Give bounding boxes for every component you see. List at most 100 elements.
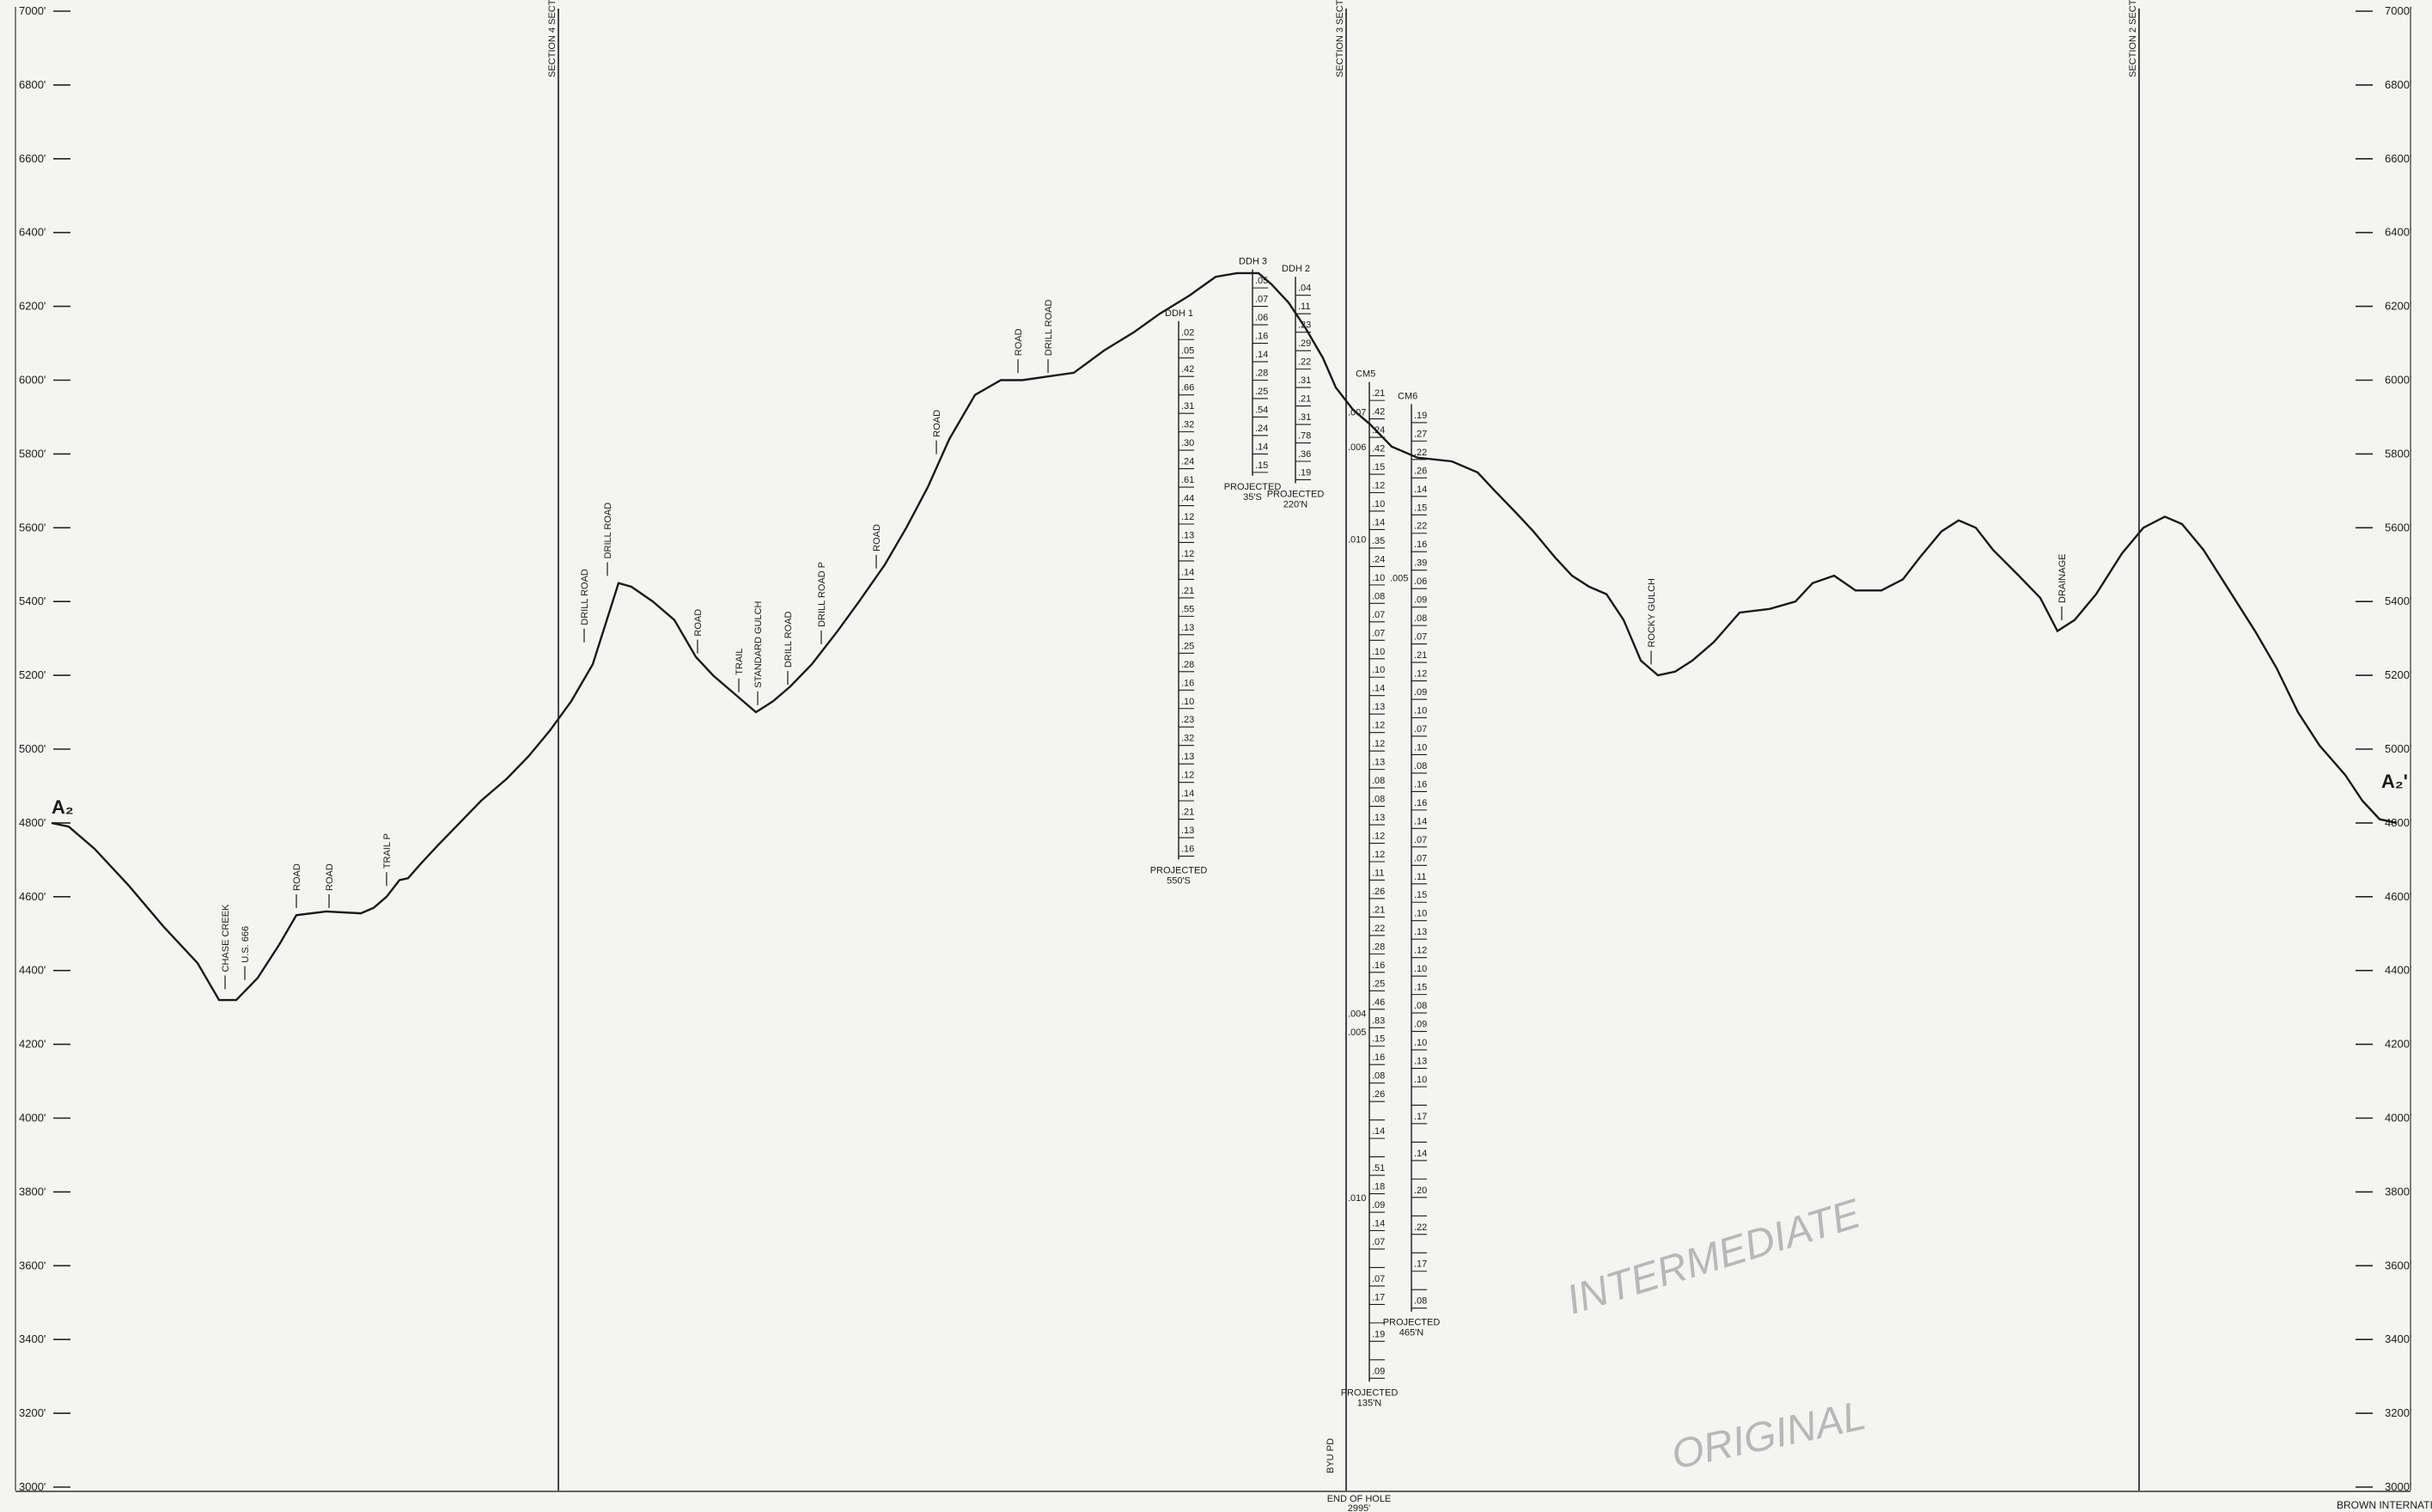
assay-value: .16 — [1372, 1052, 1385, 1063]
assay-value: .16 — [1255, 332, 1268, 342]
assay-value: .42 — [1181, 364, 1194, 375]
drill-hole-note-distance: 135'N — [1357, 1398, 1381, 1408]
right-elevation-label: 4400' — [2385, 964, 2411, 977]
assay-value: .02 — [1181, 327, 1194, 338]
assay-value: .61 — [1181, 475, 1194, 485]
profile-end-label: A₂' — [2381, 771, 2408, 792]
assay-value: .09 — [1372, 1366, 1385, 1376]
assay-value: .12 — [1181, 771, 1194, 781]
left-elevation-label: 5000' — [19, 742, 46, 755]
assay-value: .66 — [1181, 383, 1194, 393]
footer-company: BROWN INTERNATIONAL, INC. — [2337, 1499, 2432, 1511]
drill-hole-note-distance: 465'N — [1399, 1328, 1423, 1338]
assay-value: .22 — [1414, 1222, 1427, 1233]
assay-value: .07 — [1414, 632, 1427, 643]
assay-value: .08 — [1372, 1071, 1385, 1082]
drill-hole: DDH 3 .05 .07 .06 .16 .14 .28 .25 .54 .24 .14 .15 PR… — [1224, 257, 1282, 503]
assay-value: .09 — [1414, 595, 1427, 606]
assay-value: .09 — [1372, 1200, 1385, 1210]
assay-value: .07 — [1372, 628, 1385, 638]
left-elevation-label: 6800' — [19, 78, 46, 91]
drill-hole: DDH 1 .02 .05 .42 .66 .31 .32 .30 .24 .61 .44 .12 .1… — [1150, 308, 1208, 887]
section-boundary-label: SECTION 3 SECTION 2 — [1335, 0, 1345, 77]
left-elevation-label: 3800' — [19, 1185, 46, 1198]
drill-holes: DDH 1 .02 .05 .42 .66 .31 .32 .30 .24 .61 .44 .12 .1… — [1150, 257, 1441, 1409]
assay-value: .22 — [1298, 357, 1311, 368]
left-elevation-label: 5600' — [19, 521, 46, 533]
assay-value: .07 — [1372, 1274, 1385, 1284]
assay-value: .27 — [1414, 429, 1427, 439]
drill-hole-note-distance: 35'S — [1243, 492, 1262, 503]
right-elevation-label: 6800' — [2385, 78, 2411, 91]
assay-value: .13 — [1181, 752, 1194, 762]
assay-value: .10 — [1414, 909, 1427, 919]
assay-value: .07 — [1414, 724, 1427, 735]
right-elevation-label: 3400' — [2385, 1332, 2411, 1345]
assay-value: .16 — [1181, 678, 1194, 688]
assay-value: .10 — [1372, 573, 1385, 583]
assay-value: .51 — [1372, 1163, 1385, 1174]
assay-value: .09 — [1414, 687, 1427, 698]
feature-label: ROAD — [932, 410, 942, 437]
assay-value: .15 — [1414, 503, 1427, 513]
right-elevation-label: 4800' — [2385, 816, 2411, 829]
left-elevation-label: 3000' — [19, 1480, 46, 1493]
assay-value: .10 — [1414, 742, 1427, 753]
right-elevation-label: 3200' — [2385, 1406, 2411, 1419]
feature-label: TRAIL P — [382, 833, 393, 869]
feature-label: ROAD — [325, 863, 335, 891]
assay-left-value: .004 — [1348, 1009, 1366, 1019]
assay-value: .28 — [1372, 942, 1385, 952]
drill-hole-note-distance: 550'S — [1167, 876, 1191, 887]
assay-value: .28 — [1255, 369, 1268, 379]
feature-label: ROAD — [1014, 328, 1024, 356]
assay-value: .15 — [1414, 983, 1427, 993]
assay-value: .22 — [1372, 924, 1385, 934]
drill-hole: DDH 2 .04 .11 .23 .29 .22 .31 .21 .31 .78 .36 .19 PR… — [1267, 264, 1325, 509]
assay-value: .08 — [1372, 776, 1385, 786]
end-of-hole-depth: 2995' — [1348, 1503, 1371, 1512]
feature-label: DRILL ROAD — [603, 503, 613, 559]
assay-value: .07 — [1414, 853, 1427, 863]
drill-hole-name: DDH 3 — [1239, 257, 1267, 267]
assay-value: .21 — [1372, 905, 1385, 915]
left-elevation-label: 5800' — [19, 447, 46, 460]
section-boundaries: SECTION 4 SECTION 3 SECTION 3 SECTION 2 SE… — [547, 0, 2140, 1491]
left-elevation-label: 6000' — [19, 374, 46, 387]
assay-value: .12 — [1372, 832, 1385, 842]
assay-value: .15 — [1414, 890, 1427, 900]
feature-label: DRILL ROAD — [783, 611, 794, 668]
right-elevation-label: 4600' — [2385, 890, 2411, 903]
feature-label: ROAD — [292, 863, 302, 891]
assay-value: .13 — [1181, 826, 1194, 836]
assay-value: .16 — [1414, 798, 1427, 808]
assay-value: .22 — [1414, 448, 1427, 458]
assay-value: .14 — [1372, 684, 1385, 694]
assay-left-value: .010 — [1348, 1193, 1366, 1204]
right-elevation-label: 6000' — [2385, 374, 2411, 387]
assay-value: .21 — [1372, 388, 1385, 399]
assay-value: .11 — [1372, 868, 1384, 878]
right-elevation-label: 6200' — [2385, 300, 2411, 313]
assay-value: .14 — [1181, 567, 1194, 577]
assay-value: .14 — [1372, 1218, 1385, 1228]
drill-hole-note: PROJECTED — [1383, 1318, 1441, 1328]
assay-value: .11 — [1298, 302, 1310, 312]
left-elevation-label: 3400' — [19, 1332, 46, 1345]
assay-value: .19 — [1414, 411, 1427, 421]
drill-hole-name: CM6 — [1398, 391, 1417, 401]
right-elevation-label: 5400' — [2385, 594, 2411, 607]
assay-value: .12 — [1181, 549, 1194, 559]
assay-value: .21 — [1298, 394, 1311, 405]
assay-value: .31 — [1181, 401, 1194, 412]
assay-value: .55 — [1181, 604, 1194, 614]
feature-labels: CHASE CREEK U.S. 666 ROAD ROAD TRAIL P DRILL … — [221, 300, 2068, 990]
assay-value: .17 — [1414, 1259, 1427, 1270]
assay-value: .07 — [1255, 295, 1268, 305]
assay-value: .28 — [1181, 660, 1194, 670]
assay-value: .14 — [1414, 1149, 1427, 1159]
assay-value: .11 — [1414, 872, 1426, 882]
assay-value: .31 — [1298, 412, 1311, 423]
assay-value: .78 — [1298, 431, 1311, 442]
